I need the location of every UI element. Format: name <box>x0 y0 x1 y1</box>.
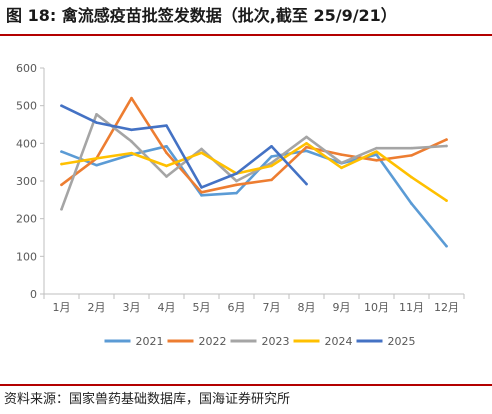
y-tick-label: 400 <box>16 137 37 150</box>
data-point-2025 <box>270 145 273 148</box>
data-point-2023 <box>305 135 308 139</box>
data-point-2023 <box>95 113 98 116</box>
data-point-2022 <box>60 183 63 187</box>
data-point-2021 <box>60 150 63 153</box>
chart-legend: 2021 2022 2023 2024 2025 <box>104 335 416 348</box>
y-tick-label: 300 <box>16 175 37 188</box>
series-line-2025 <box>60 104 308 189</box>
data-point-2025 <box>130 128 133 132</box>
x-tick-label: 9月 <box>333 301 351 314</box>
x-tick-label: 6月 <box>228 301 246 314</box>
series-line-2022 <box>60 96 448 194</box>
data-point-2023 <box>200 147 203 151</box>
x-tick-label: 2月 <box>88 301 106 314</box>
y-tick-label: 100 <box>16 250 37 263</box>
source-note: 资料来源：国家兽药基础数据库，国海证券研究所 <box>4 392 291 407</box>
data-point-2021 <box>375 153 378 156</box>
x-tick-label: 11月 <box>399 301 424 314</box>
data-point-2024 <box>305 142 308 145</box>
data-point-2024 <box>445 199 448 202</box>
data-point-2023 <box>235 179 238 183</box>
series-line-2021 <box>60 145 448 248</box>
data-point-2021 <box>270 155 273 158</box>
data-point-2022 <box>305 145 308 149</box>
data-point-2023 <box>270 161 273 165</box>
data-point-2025 <box>60 104 63 107</box>
data-point-2024 <box>165 164 168 168</box>
data-point-2022 <box>235 183 238 187</box>
data-point-2025 <box>165 124 168 127</box>
data-point-2024 <box>95 157 98 160</box>
y-tick-label: 0 <box>30 288 37 301</box>
data-point-2022 <box>165 151 168 155</box>
data-point-2021 <box>200 194 203 197</box>
data-point-2023 <box>130 140 133 143</box>
x-tick-label: 3月 <box>123 301 141 314</box>
chart-series <box>60 96 448 248</box>
data-point-2025 <box>200 186 203 189</box>
data-point-2024 <box>200 151 203 155</box>
y-tick-label: 600 <box>16 62 37 75</box>
title-divider <box>0 34 492 36</box>
data-point-2025 <box>235 172 238 175</box>
x-tick-label: 7月 <box>263 301 281 314</box>
y-tick-label: 200 <box>16 213 37 226</box>
data-point-2021 <box>410 202 413 205</box>
data-point-2022 <box>375 158 378 162</box>
source-divider <box>0 384 492 386</box>
legend-label: 2023 <box>262 335 290 348</box>
data-point-2023 <box>445 144 448 148</box>
legend-label: 2025 <box>388 335 416 348</box>
x-tick-label: 4月 <box>158 301 176 314</box>
legend-label: 2021 <box>136 335 164 348</box>
data-point-2021 <box>235 191 238 195</box>
figure-title: 图 18: 禽流感疫苗批签发数据（批次,截至 25/9/21） <box>6 6 397 25</box>
data-point-2023 <box>340 161 343 165</box>
chart-axes: 0 100 200 300 400 500 600 1月 2月 3月 4月 5月 6月 7月 8月 9月 10月… <box>16 62 465 314</box>
x-tick-label: 10月 <box>364 301 389 314</box>
data-point-2023 <box>60 207 63 211</box>
data-point-2021 <box>305 149 308 153</box>
legend-label: 2024 <box>325 335 353 348</box>
data-point-2024 <box>410 175 413 179</box>
series-line-2024 <box>60 142 448 202</box>
data-point-2023 <box>375 146 378 150</box>
x-tick-label: 5月 <box>193 301 211 314</box>
x-tick-label: 1月 <box>53 301 71 314</box>
data-point-2022 <box>340 153 343 156</box>
data-point-2022 <box>200 191 203 194</box>
data-point-2021 <box>445 244 448 248</box>
data-point-2021 <box>165 145 168 148</box>
data-point-2023 <box>410 146 413 150</box>
data-point-2024 <box>130 151 133 155</box>
data-point-2025 <box>95 121 98 124</box>
data-point-2025 <box>305 182 308 186</box>
data-point-2022 <box>410 154 413 157</box>
data-point-2023 <box>165 175 168 178</box>
series-line-2023 <box>60 113 448 211</box>
data-point-2022 <box>445 138 448 141</box>
x-tick-label: 8月 <box>298 301 316 314</box>
data-point-2024 <box>375 150 378 153</box>
data-point-2024 <box>60 162 63 166</box>
data-point-2022 <box>130 96 133 100</box>
x-tick-label: 12月 <box>434 301 459 314</box>
data-point-2021 <box>95 163 98 167</box>
data-point-2022 <box>270 178 273 182</box>
data-point-2024 <box>270 164 273 168</box>
line-chart: 0 100 200 300 400 500 600 1月 2月 3月 4月 5月 6月 7月 8月 9月 10月… <box>16 62 465 348</box>
y-tick-label: 500 <box>16 100 37 113</box>
legend-label: 2022 <box>199 335 227 348</box>
data-point-2024 <box>340 166 343 170</box>
